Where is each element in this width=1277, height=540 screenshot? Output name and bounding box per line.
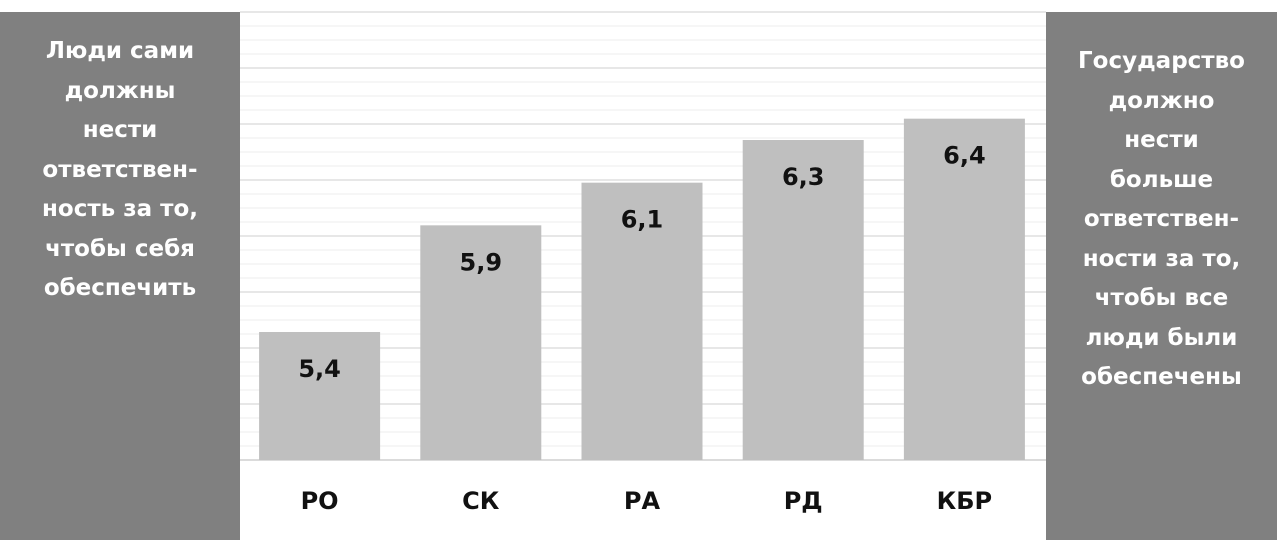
right-statement-line: ности за то, xyxy=(1082,245,1241,272)
data-label: 6,4 xyxy=(943,142,986,170)
right-statement-line: должно xyxy=(1108,87,1215,114)
right-statement-panel: Государство должно нести больше ответств… xyxy=(1046,12,1277,540)
category-label: РО xyxy=(301,487,339,515)
left-statement-line: ответствен- xyxy=(42,156,198,183)
category-labels: РО СК РА РД КБР xyxy=(301,487,993,515)
bar-0 xyxy=(259,332,381,460)
left-statement-line: чтобы себя xyxy=(45,235,195,262)
left-statement-line: обеспечить xyxy=(43,275,197,301)
category-label: СК xyxy=(462,487,500,515)
data-label: 6,3 xyxy=(782,163,825,191)
bar-3 xyxy=(742,140,864,460)
bar-1 xyxy=(420,225,542,460)
left-statement-panel: Люди сами должны нести ответствен- ность… xyxy=(0,12,240,540)
category-label: РА xyxy=(624,487,661,515)
bar-4 xyxy=(903,118,1025,461)
left-statement-line: ность за то, xyxy=(42,196,198,222)
bars xyxy=(259,118,1025,461)
category-label: РД xyxy=(784,487,823,515)
right-statement-line: больше xyxy=(1109,166,1214,193)
right-statement-line: чтобы все xyxy=(1094,285,1229,311)
data-label: 5,9 xyxy=(460,248,503,276)
right-statement-line: ответствен- xyxy=(1083,206,1240,232)
left-statement-line: Люди сами xyxy=(45,38,195,64)
left-statement-line: нести xyxy=(82,117,158,143)
value-labels: 5,4 5,9 6,1 6,3 6,4 xyxy=(298,142,985,383)
bar-2 xyxy=(581,182,703,460)
category-label: КБР xyxy=(937,487,993,515)
data-label: 6,1 xyxy=(621,206,664,234)
right-statement-line: обеспечены xyxy=(1081,364,1242,390)
right-statement-line: Государство xyxy=(1078,48,1245,74)
data-label: 5,4 xyxy=(298,355,341,383)
left-statement-line: должны xyxy=(64,77,176,104)
right-statement-line: нести xyxy=(1124,127,1199,153)
right-statement-line: люди были xyxy=(1085,324,1238,351)
bar-chart: 5,4 5,9 6,1 6,3 6,4 РО СК РА РД КБР xyxy=(240,11,1046,515)
